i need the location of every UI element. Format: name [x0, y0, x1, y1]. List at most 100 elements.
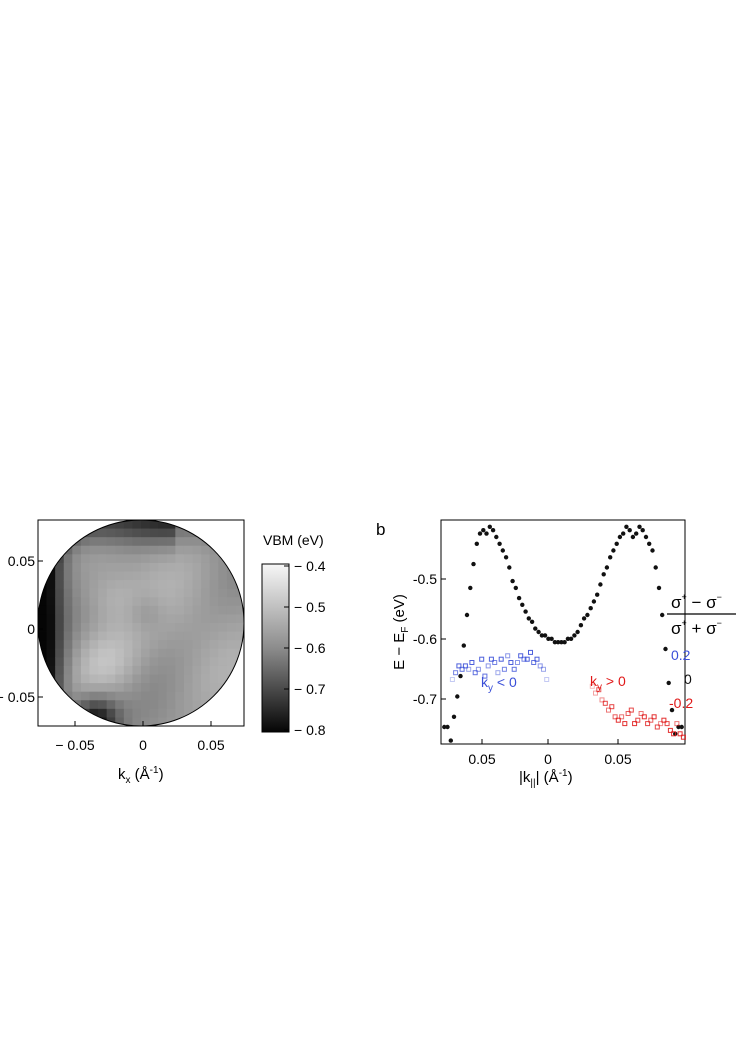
heatmap-cell — [201, 665, 211, 675]
heatmap-cell — [38, 605, 47, 615]
heatmap-cell — [149, 597, 159, 607]
energy-point — [660, 612, 665, 618]
heatmap-cell — [226, 520, 236, 529]
heatmap-cell — [98, 708, 108, 718]
heatmap-cell — [235, 545, 244, 555]
heatmap-cell — [141, 537, 150, 547]
heatmap-cell — [141, 683, 150, 693]
heatmap-cell — [201, 588, 211, 598]
heatmap-cell — [80, 648, 90, 658]
heatmap-cell — [235, 554, 244, 564]
heatmap-cell — [175, 571, 185, 581]
ky-pos-point — [674, 721, 680, 727]
energy-point — [598, 582, 603, 587]
heatmap-cell — [149, 631, 159, 641]
heatmap-cell — [235, 520, 244, 529]
heatmap-cell — [141, 580, 150, 590]
heatmap-cell — [38, 700, 47, 710]
heatmap-cell — [201, 623, 211, 632]
heatmap-cell — [226, 640, 236, 650]
energy-point — [588, 606, 593, 611]
heatmap-cell — [192, 657, 202, 667]
heatmap-cell — [149, 588, 159, 598]
heatmap-cell — [132, 691, 142, 701]
energy-point — [568, 636, 574, 641]
heatmap-cell — [149, 545, 159, 555]
heatmap-cell — [201, 520, 211, 529]
heatmap-cell — [38, 537, 47, 547]
heatmap-cell — [123, 708, 133, 718]
heatmap-cell — [80, 683, 90, 693]
heatmap-cell — [115, 588, 125, 598]
heatmap-cell — [235, 623, 244, 632]
heatmap-cell — [209, 708, 219, 718]
heatmap-cell — [46, 657, 56, 667]
heatmap-cell — [226, 545, 236, 555]
heatmap-cell — [55, 588, 65, 598]
heatmap-cell — [166, 580, 176, 590]
ky-neg-point — [453, 670, 459, 676]
heatmap-cell — [218, 674, 228, 684]
heatmap-cell — [38, 597, 47, 607]
ky-neg-point — [501, 666, 507, 672]
heatmap-cell — [38, 717, 47, 726]
heatmap-cell — [141, 708, 150, 718]
heatmap-cell — [72, 674, 82, 684]
heatmap-cell — [166, 691, 176, 701]
heatmap-cell — [209, 597, 219, 607]
energy-point — [549, 636, 554, 641]
heatmap-cell — [158, 665, 168, 675]
heatmap-cell — [149, 700, 159, 710]
heatmap-cell — [115, 562, 125, 572]
heatmap-cell — [38, 520, 47, 529]
ky-neg-point — [515, 660, 520, 665]
a-xtick-label: − 0.05 — [55, 737, 95, 753]
heatmap-cell — [183, 648, 193, 658]
heatmap-cell — [132, 683, 142, 693]
heatmap-cells — [38, 520, 244, 726]
heatmap-cell — [123, 648, 133, 658]
heatmap-cell — [226, 554, 236, 564]
heatmap-cell — [63, 528, 73, 538]
heatmap-cell — [89, 520, 99, 529]
ky-pos-point — [599, 697, 605, 703]
ky-pos-point — [667, 727, 673, 733]
ky-neg-point — [537, 663, 543, 669]
energy-point — [575, 629, 580, 635]
heatmap-cell — [201, 691, 211, 701]
heatmap-cell — [72, 691, 82, 701]
heatmap-cell — [226, 571, 236, 581]
heatmap-cell — [132, 623, 142, 632]
heatmap-cell — [183, 571, 193, 581]
ky-neg-point — [492, 660, 498, 665]
energy-point — [611, 548, 616, 553]
heatmap-cell — [192, 674, 202, 684]
heatmap-cell — [175, 700, 185, 710]
energy-point — [500, 548, 505, 553]
heatmap-cell — [226, 597, 236, 607]
heatmap-cell — [63, 708, 73, 718]
energy-point — [637, 524, 642, 529]
heatmap-cell — [183, 562, 193, 572]
heatmap-cell — [63, 623, 73, 632]
b-xtick-label: 0 — [544, 751, 552, 767]
heatmap-cell — [158, 605, 168, 615]
heatmap-cell — [141, 691, 150, 701]
heatmap-cell — [218, 520, 228, 529]
heatmap-cell — [72, 605, 82, 615]
ky-pos-point — [658, 721, 664, 727]
panel-b-label: b — [376, 520, 385, 539]
energy-point — [679, 724, 684, 730]
energy-point — [666, 680, 671, 686]
heatmap-cell — [158, 571, 168, 581]
heatmap-cell — [209, 528, 219, 538]
heatmap-cell — [46, 571, 56, 581]
energy-point — [578, 623, 584, 628]
heatmap-cell — [106, 545, 116, 555]
b-xtick-label: 0.05 — [468, 751, 495, 767]
heatmap-cell — [115, 640, 125, 650]
heatmap-cell — [55, 631, 65, 641]
energy-point — [523, 609, 528, 614]
heatmap-cell — [115, 554, 125, 564]
ky-pos-point — [654, 724, 660, 730]
